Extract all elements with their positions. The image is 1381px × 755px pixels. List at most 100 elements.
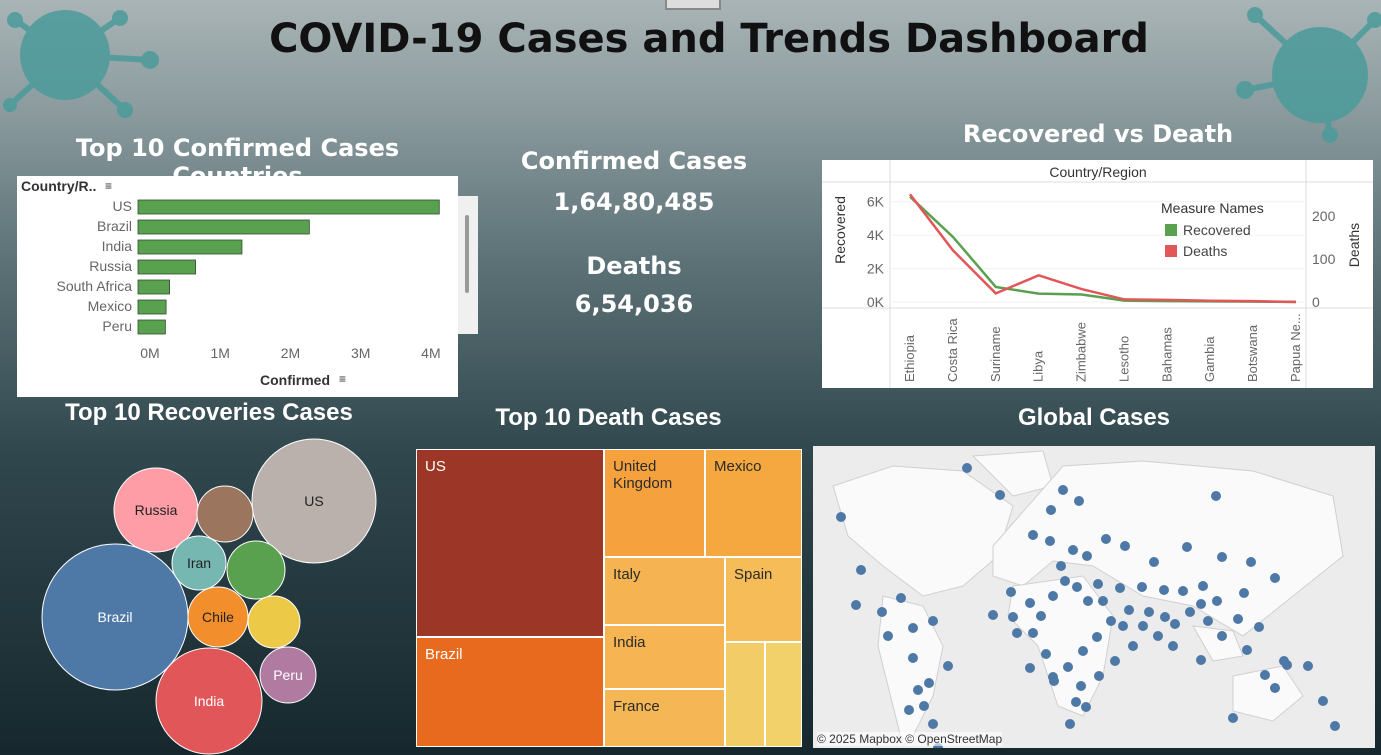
map-dot[interactable]	[1217, 552, 1227, 562]
map-dot[interactable]	[1138, 621, 1148, 631]
map-dot[interactable]	[1217, 631, 1227, 641]
sort-axis-icon[interactable]: ≡	[339, 372, 347, 386]
map-dot[interactable]	[1153, 631, 1163, 641]
map-dot[interactable]	[1198, 581, 1208, 591]
bar[interactable]	[137, 239, 243, 255]
map-attribution[interactable]: © 2025 Mapbox © OpenStreetMap	[817, 732, 1003, 746]
map-dot[interactable]	[1065, 719, 1075, 729]
map-dot[interactable]	[1110, 656, 1120, 666]
sort-icon[interactable]: ≡	[105, 179, 113, 193]
bubble[interactable]	[259, 646, 317, 704]
map-dot[interactable]	[1082, 551, 1092, 561]
bubble[interactable]	[226, 540, 286, 600]
map-dot[interactable]	[1168, 641, 1178, 651]
map-dot[interactable]	[1115, 583, 1125, 593]
map-dot[interactable]	[1076, 681, 1086, 691]
bar[interactable]	[137, 319, 166, 335]
drag-handle[interactable]	[665, 0, 721, 10]
map-dot[interactable]	[1282, 660, 1292, 670]
map-dot[interactable]	[919, 701, 929, 711]
map-dot[interactable]	[1211, 491, 1221, 501]
map-dot[interactable]	[995, 490, 1005, 500]
map-dot[interactable]	[1160, 612, 1170, 622]
map-dot[interactable]	[908, 653, 918, 663]
map-dot[interactable]	[836, 512, 846, 522]
map-dot[interactable]	[1025, 663, 1035, 673]
map-dot[interactable]	[1006, 587, 1016, 597]
treemap-cell-india[interactable]: India	[604, 625, 725, 689]
map-dot[interactable]	[1078, 646, 1088, 656]
bar[interactable]	[137, 199, 440, 215]
line-chart-panel[interactable]: 0K 2K 4K 6K 0 100 200 Recovered Deaths Ethiopia Co…	[822, 160, 1373, 388]
map-dot[interactable]	[1083, 596, 1093, 606]
treemap-cell-mexico[interactable]: Mexico	[705, 449, 802, 557]
bar[interactable]	[137, 279, 171, 295]
map-dot[interactable]	[1185, 607, 1195, 617]
map-dot[interactable]	[1124, 605, 1134, 615]
map-dot[interactable]	[988, 610, 998, 620]
treemap-cell-10[interactable]	[765, 642, 802, 747]
treemap-cell-france[interactable]: France	[604, 689, 725, 747]
map-dot[interactable]	[1196, 655, 1206, 665]
map-dot[interactable]	[1242, 645, 1252, 655]
map-dot[interactable]	[1036, 611, 1046, 621]
bar[interactable]	[137, 259, 196, 275]
map-dot[interactable]	[1028, 530, 1038, 540]
map-dot[interactable]	[1101, 534, 1111, 544]
map-dot[interactable]	[1081, 702, 1091, 712]
treemap-cell-spain[interactable]: Spain	[725, 557, 802, 642]
map-dot[interactable]	[962, 463, 972, 473]
map-dot[interactable]	[856, 565, 866, 575]
map-dot[interactable]	[943, 661, 953, 671]
map-dot[interactable]	[908, 623, 918, 633]
map-dot[interactable]	[1058, 485, 1068, 495]
map-dot[interactable]	[1270, 573, 1280, 583]
map-dot[interactable]	[1228, 713, 1238, 723]
treemap-cell-9[interactable]	[725, 642, 765, 747]
bubble[interactable]	[155, 647, 263, 755]
map-dot[interactable]	[1149, 557, 1159, 567]
map-dot[interactable]	[1120, 541, 1130, 551]
world-map[interactable]: © 2025 Mapbox © OpenStreetMap	[813, 446, 1375, 748]
bar[interactable]	[137, 299, 167, 315]
map-dot[interactable]	[877, 607, 887, 617]
map-dot[interactable]	[1318, 696, 1328, 706]
map-dot[interactable]	[1128, 641, 1138, 651]
map-dot[interactable]	[1098, 596, 1108, 606]
map-dot[interactable]	[1048, 591, 1058, 601]
map-dot[interactable]	[1159, 585, 1169, 595]
map-dot[interactable]	[913, 685, 923, 695]
map-dot[interactable]	[904, 705, 914, 715]
bar-chart-panel[interactable]: Country/R.. ≡ US Brazil India Russia South A…	[17, 176, 458, 397]
map-dot[interactable]	[883, 631, 893, 641]
treemap-cell-italy[interactable]: Italy	[604, 557, 725, 625]
bar[interactable]	[137, 219, 310, 235]
map-dot[interactable]	[1094, 671, 1104, 681]
map-dot[interactable]	[1093, 579, 1103, 589]
map-dot[interactable]	[896, 593, 906, 603]
bubble[interactable]	[196, 485, 254, 543]
treemap-cell-uk[interactable]: United Kingdom	[604, 449, 705, 557]
map-dot[interactable]	[1254, 622, 1264, 632]
treemap[interactable]: US Brazil United Kingdom Mexico Italy Sp…	[416, 449, 802, 747]
map-dot[interactable]	[1046, 505, 1056, 515]
map-dot[interactable]	[1068, 545, 1078, 555]
map-dot[interactable]	[1072, 582, 1082, 592]
map-dot[interactable]	[928, 616, 938, 626]
map-dot[interactable]	[1203, 616, 1213, 626]
map-dot[interactable]	[1106, 616, 1116, 626]
map-dot[interactable]	[1212, 596, 1222, 606]
treemap-cell-brazil[interactable]: Brazil	[416, 637, 604, 747]
map-dot[interactable]	[1012, 628, 1022, 638]
map-dot[interactable]	[1008, 612, 1018, 622]
map-dot[interactable]	[1233, 614, 1243, 624]
map-dot[interactable]	[1144, 607, 1154, 617]
map-dot[interactable]	[1196, 599, 1206, 609]
map-dot[interactable]	[1028, 628, 1038, 638]
map-dot[interactable]	[1260, 670, 1270, 680]
bar-col-header[interactable]: Country/R..	[21, 178, 97, 194]
map-dot[interactable]	[1071, 697, 1081, 707]
map-dot[interactable]	[1246, 557, 1256, 567]
map-dot[interactable]	[1041, 649, 1051, 659]
map-dot[interactable]	[1137, 582, 1147, 592]
